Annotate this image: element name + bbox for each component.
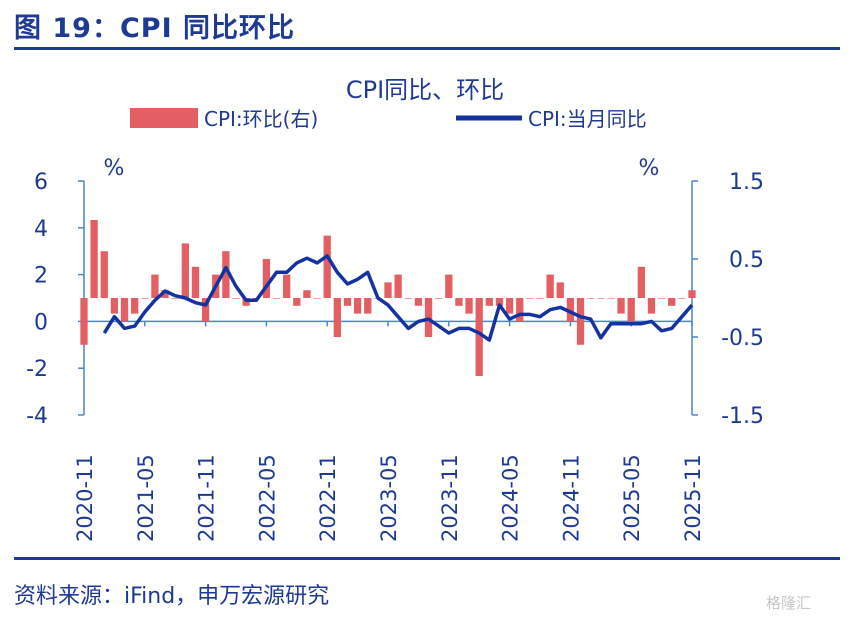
bar bbox=[587, 298, 595, 299]
legend-bar-label: CPI:环比(右) bbox=[204, 107, 318, 131]
bar bbox=[201, 298, 210, 322]
bar bbox=[546, 274, 554, 298]
bar bbox=[465, 298, 473, 314]
left-tick-label: 6 bbox=[34, 170, 48, 195]
x-tick-label: 2024-11 bbox=[559, 454, 583, 542]
bar bbox=[110, 298, 119, 314]
bar bbox=[80, 298, 88, 345]
bar-series bbox=[80, 220, 696, 376]
bar bbox=[678, 298, 686, 299]
bar bbox=[333, 298, 341, 337]
bar bbox=[343, 298, 352, 306]
bar bbox=[505, 298, 514, 314]
top-rule bbox=[14, 47, 840, 50]
right-tick-label: -1.5 bbox=[721, 404, 764, 429]
right-tick-label: -0.5 bbox=[721, 326, 764, 351]
bar bbox=[627, 298, 635, 322]
left-tick-label: -2 bbox=[26, 357, 48, 382]
bar bbox=[141, 298, 149, 299]
left-tick-label: 0 bbox=[34, 310, 48, 335]
x-tick-label: 2021-11 bbox=[195, 454, 219, 542]
bar bbox=[131, 298, 139, 314]
right-axis-unit: % bbox=[639, 156, 660, 181]
bar bbox=[566, 298, 575, 322]
bar bbox=[435, 298, 443, 299]
source-note: 资料来源：iFind，申万宏源研究 bbox=[14, 584, 330, 609]
right-tick-label: 1.5 bbox=[729, 170, 764, 195]
bar bbox=[617, 298, 625, 314]
bar bbox=[90, 220, 98, 298]
bottom-rule bbox=[14, 557, 840, 560]
bar bbox=[556, 282, 564, 298]
figure-title: 图 19：CPI 同比环比 bbox=[14, 13, 296, 44]
bar bbox=[394, 274, 402, 298]
bar bbox=[303, 290, 311, 298]
x-tick-label: 2022-05 bbox=[255, 454, 279, 542]
bar bbox=[293, 298, 301, 306]
x-tick-label: 2020-11 bbox=[73, 454, 97, 542]
bar bbox=[607, 298, 615, 299]
bar bbox=[688, 290, 696, 298]
watermark: 格隆汇 bbox=[766, 594, 812, 612]
bar bbox=[384, 282, 392, 298]
bar bbox=[455, 298, 463, 306]
bar bbox=[485, 298, 493, 306]
bar bbox=[597, 298, 605, 299]
x-tick-label: 2021-05 bbox=[134, 454, 158, 542]
bar bbox=[232, 298, 240, 299]
line-series bbox=[102, 254, 694, 342]
bar bbox=[364, 298, 372, 314]
x-tick-label: 2025-11 bbox=[681, 454, 705, 542]
left-tick-label: 2 bbox=[34, 264, 48, 289]
x-tick-label: 2023-05 bbox=[377, 454, 401, 542]
legend-bar-swatch bbox=[130, 108, 198, 128]
x-tick-label: 2023-11 bbox=[438, 454, 462, 542]
x-tick-label: 2024-05 bbox=[499, 454, 523, 542]
x-tick-label: 2025-05 bbox=[620, 454, 644, 542]
bar bbox=[191, 266, 200, 298]
left-axis-unit: % bbox=[104, 156, 125, 181]
yoy-line bbox=[102, 254, 694, 342]
chart-title: CPI同比、环比 bbox=[346, 76, 504, 104]
bar bbox=[262, 259, 271, 298]
bar bbox=[495, 298, 504, 306]
tick-labels: 6 4 2 0 -2 -4 1.5 0.5 -0.5 -1.5 2020-11 2021-05 2021… bbox=[26, 170, 764, 542]
bar bbox=[151, 274, 159, 298]
bar bbox=[100, 251, 108, 298]
bar bbox=[171, 298, 179, 299]
right-tick-label: 0.5 bbox=[729, 248, 764, 273]
bar bbox=[414, 298, 423, 306]
bar bbox=[161, 290, 169, 298]
x-tick-label: 2022-11 bbox=[316, 454, 340, 542]
bar bbox=[313, 298, 321, 299]
legend-line-label: CPI:当月同比 bbox=[528, 107, 647, 131]
bar bbox=[637, 266, 645, 298]
bar bbox=[576, 298, 585, 345]
left-tick-label: -4 bbox=[26, 404, 48, 429]
legend: CPI:环比(右) CPI:当月同比 bbox=[130, 107, 647, 131]
bar bbox=[222, 251, 230, 298]
bar bbox=[475, 298, 483, 376]
bar bbox=[657, 298, 666, 299]
bar bbox=[181, 243, 189, 298]
bar bbox=[323, 235, 331, 298]
left-tick-label: 4 bbox=[34, 217, 48, 242]
bar bbox=[353, 298, 362, 314]
bar bbox=[445, 274, 453, 298]
bar bbox=[516, 298, 524, 322]
bar bbox=[668, 298, 676, 306]
bar bbox=[647, 298, 656, 314]
bar bbox=[120, 298, 129, 322]
bar bbox=[404, 298, 412, 299]
bar bbox=[272, 298, 281, 299]
bar bbox=[526, 298, 534, 299]
bar bbox=[536, 298, 544, 299]
bar bbox=[283, 274, 291, 298]
